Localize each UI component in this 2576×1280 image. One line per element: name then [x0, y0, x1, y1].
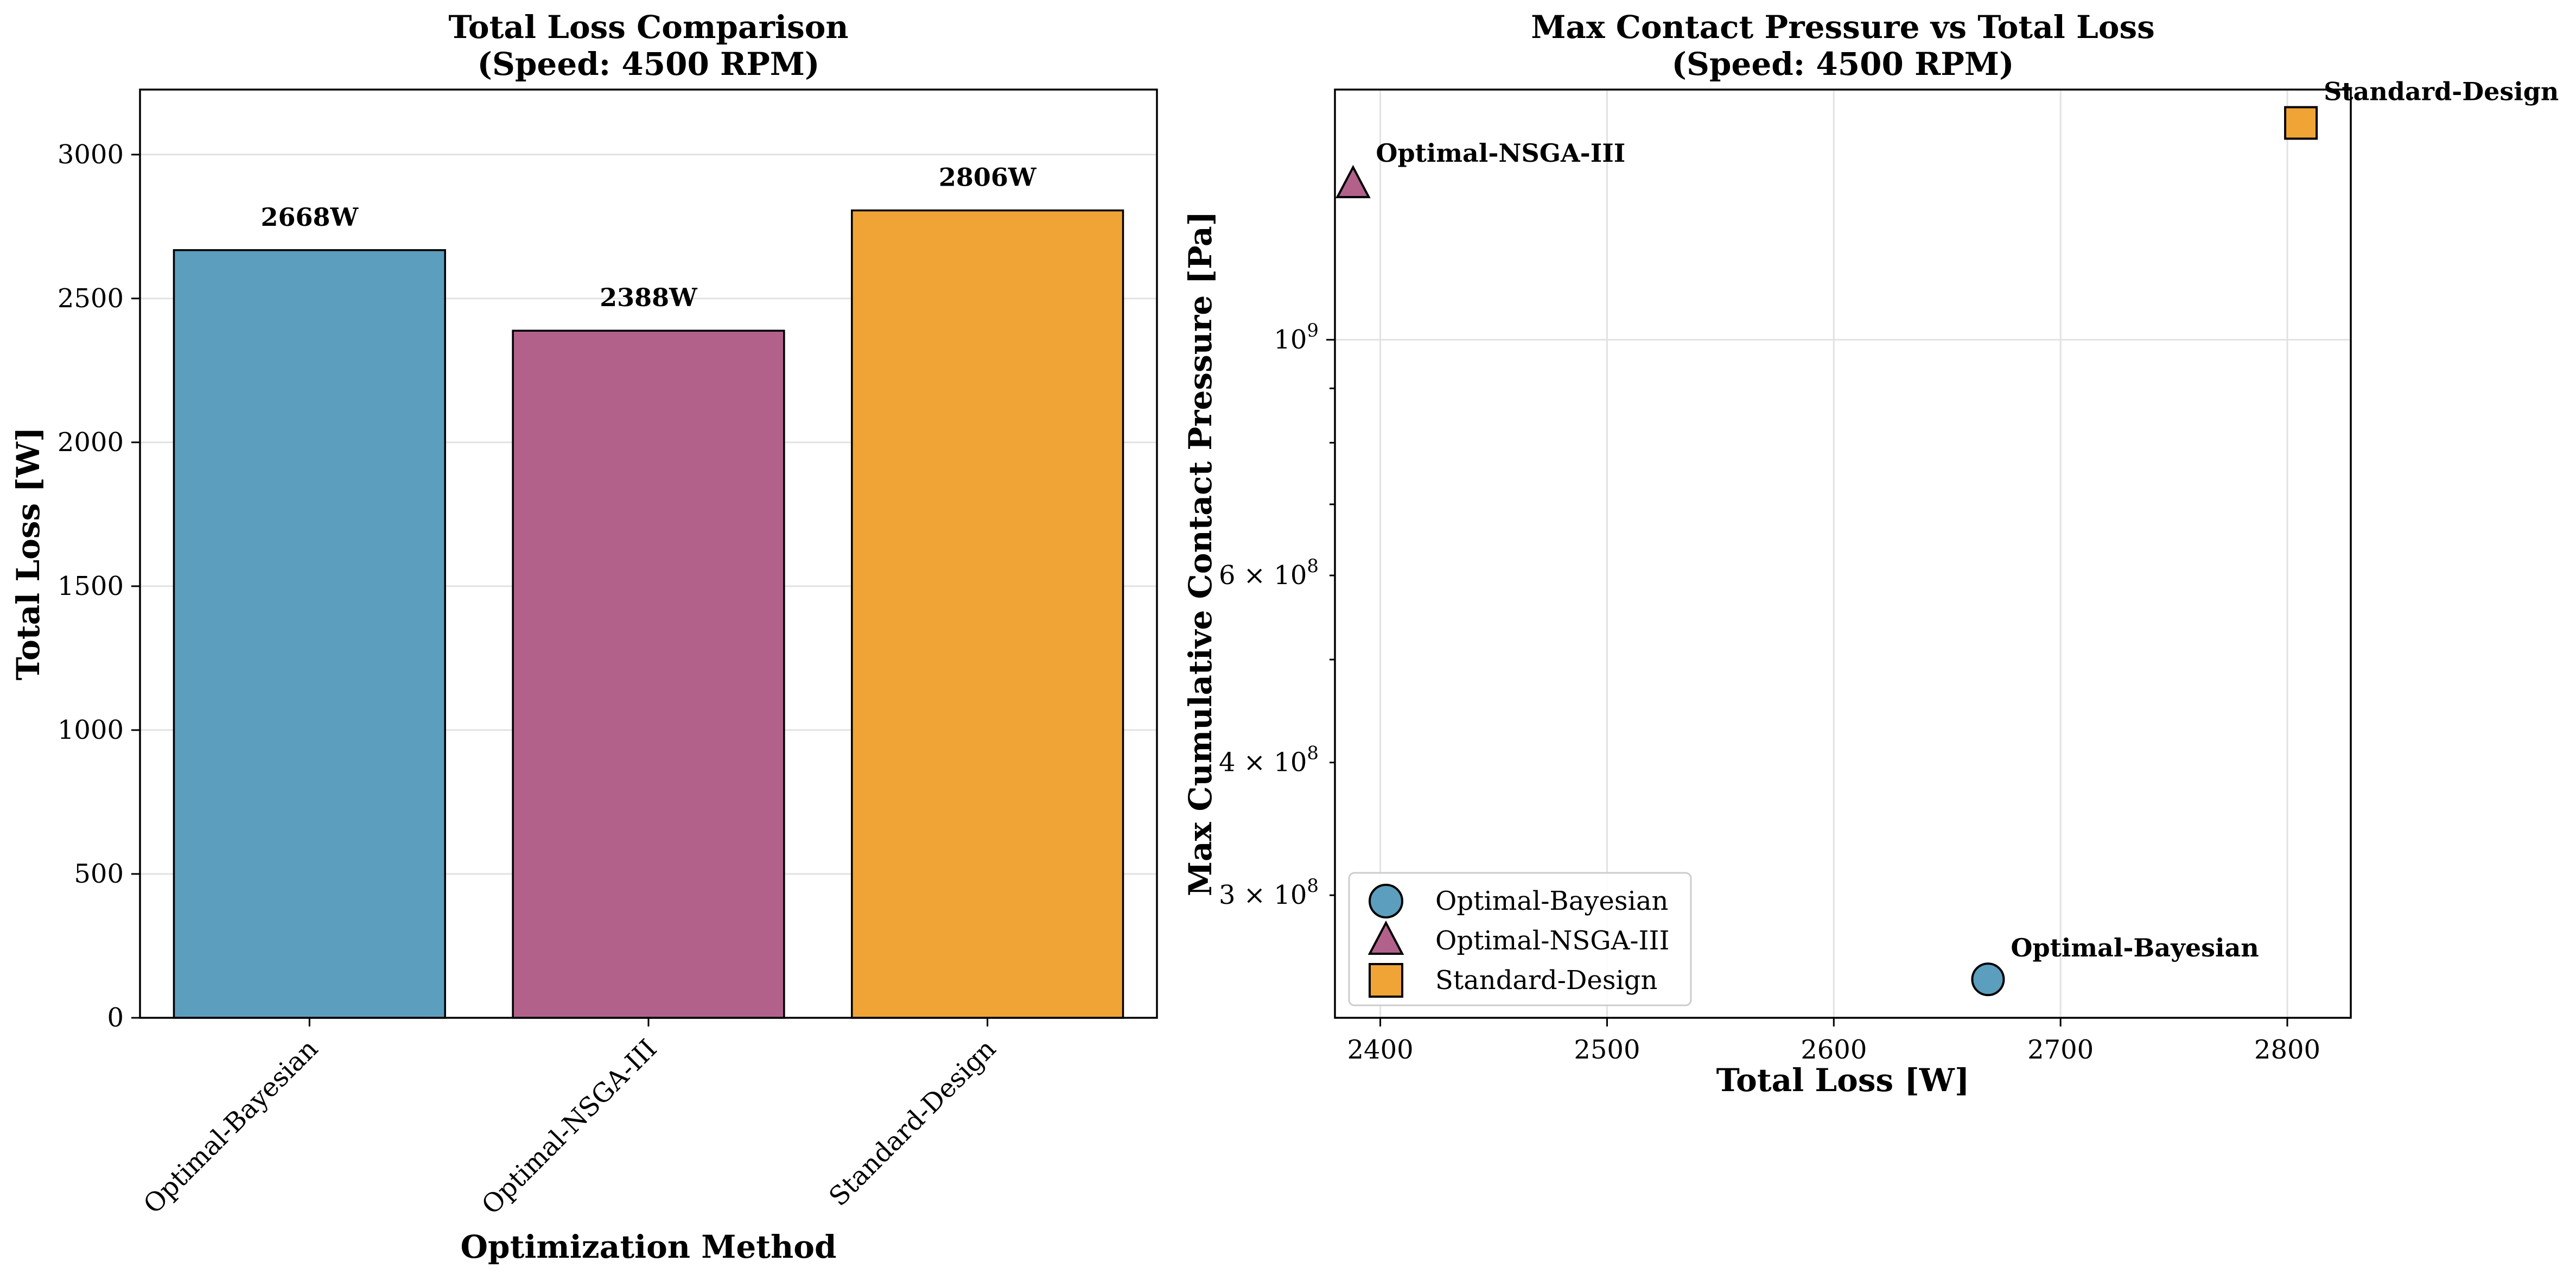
bar-x-tick-label: Optimal-Bayesian [138, 1034, 324, 1220]
bar-y-tick-label: 500 [74, 859, 124, 889]
legend-marker-optimal-nsga-iii [1367, 920, 1404, 955]
scatter-y-minor-tick-label: 6 × 108 [1219, 555, 1319, 591]
scatter-x-tick-label: 2700 [2027, 1035, 2094, 1065]
bar-y-tick-label: 0 [107, 1003, 124, 1033]
bar-y-tick-label: 2500 [58, 283, 124, 314]
scatter-point-standard-design [2284, 106, 2318, 140]
bar-x-axis-label: Optimization Method [461, 1228, 837, 1265]
scatter-y-minor-tick-label: 3 × 108 [1219, 875, 1319, 910]
scatter-y-minor-tick-label: 4 × 108 [1219, 743, 1319, 778]
legend-marker-standard-design [1369, 963, 1403, 998]
bar-value-label: 2668W [260, 202, 359, 232]
bar-chart-title: Total Loss Comparison [448, 9, 848, 46]
legend-marker-optimal-bayesian [1369, 884, 1403, 918]
scatter-point-optimal-nsga-iii [1335, 164, 1371, 199]
scatter-y-tick-label: 109 [1274, 320, 1319, 355]
bar-y-tick-label: 1000 [58, 715, 124, 745]
scatter-point-label: Optimal-Bayesian [2011, 933, 2259, 962]
scatter-point-label: Standard-Design [2324, 77, 2559, 106]
bar-y-axis-label: Total Loss [W] [10, 427, 47, 681]
scatter-x-axis-label: Total Loss [W] [1716, 1062, 1970, 1099]
scatter-x-tick-label: 2500 [1574, 1035, 1640, 1065]
scatter-point-label: Optimal-NSGA-III [1376, 138, 1625, 168]
scatter-point-optimal-bayesian [1971, 962, 2005, 997]
bar-y-tick-label: 1500 [58, 571, 124, 601]
bar-optimal-nsga-iii [512, 329, 785, 1019]
scatter-x-tick-label: 2600 [1801, 1035, 1867, 1065]
scatter-chart-subtitle: (Speed: 4500 RPM) [1672, 46, 2014, 83]
bar-standard-design [851, 209, 1124, 1019]
legend-label: Standard-Design [1435, 965, 1657, 996]
scatter-legend: Optimal-Bayesian Optimal-NSGA-III Standard… [1348, 872, 1692, 1006]
bar-plot-frame [139, 88, 1158, 1019]
bar-x-tick-label: Optimal-NSGA-III [476, 1034, 663, 1221]
scatter-x-tick-label: 2800 [2254, 1035, 2320, 1065]
bar-chart-subtitle: (Speed: 4500 RPM) [478, 46, 820, 83]
legend-label: Optimal-Bayesian [1435, 886, 1668, 916]
bar-y-tick-label: 3000 [58, 140, 124, 170]
scatter-chart-title: Max Contact Pressure vs Total Loss [1531, 9, 2155, 46]
scatter-plot-frame [1334, 88, 2352, 1019]
legend-label: Optimal-NSGA-III [1435, 926, 1669, 956]
bar-optimal-bayesian [173, 249, 446, 1019]
scatter-x-tick-label: 2400 [1347, 1035, 1413, 1065]
scatter-y-axis-label: Max Cumulative Contact Pressure [Pa] [1182, 211, 1219, 896]
bar-value-label: 2806W [939, 163, 1037, 192]
bar-value-label: 2388W [600, 283, 698, 312]
legend-box [1348, 872, 1692, 1006]
bar-y-tick-label: 2000 [58, 427, 124, 458]
bar-x-tick-label: Standard-Design [823, 1034, 1002, 1212]
